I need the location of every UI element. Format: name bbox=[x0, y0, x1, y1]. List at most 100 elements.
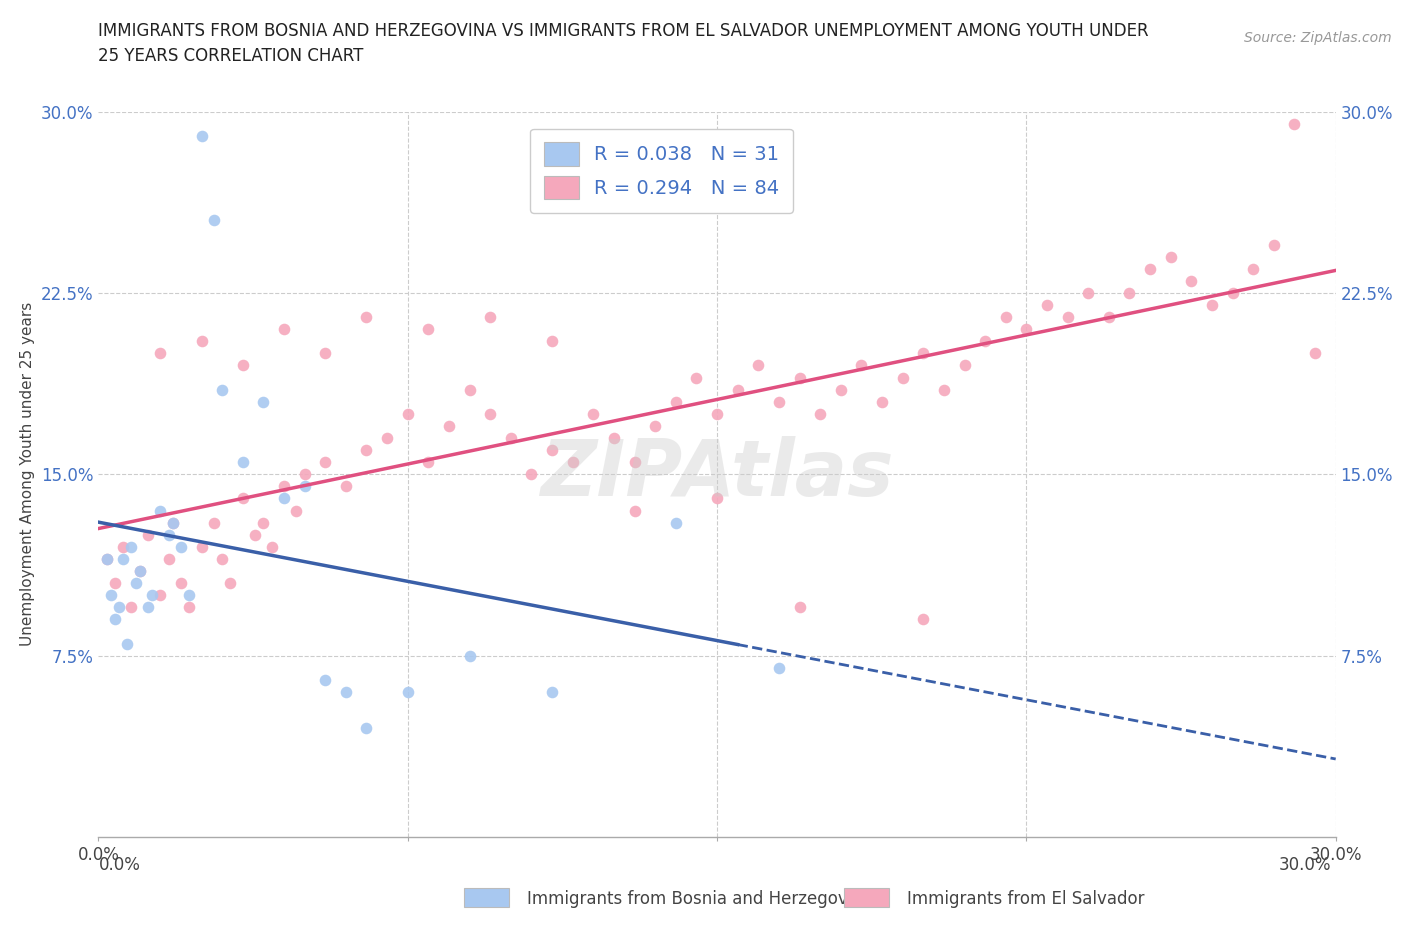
Point bbox=[136, 527, 159, 542]
Point bbox=[479, 406, 502, 421]
Point bbox=[120, 539, 142, 554]
Point bbox=[294, 479, 316, 494]
Point bbox=[232, 491, 254, 506]
Text: ZIPAtlas: ZIPAtlas bbox=[540, 436, 894, 512]
Point bbox=[124, 576, 146, 591]
Point bbox=[157, 527, 180, 542]
Legend: R = 0.038   N = 31, R = 0.294   N = 84: R = 0.038 N = 31, R = 0.294 N = 84 bbox=[530, 128, 793, 213]
Point bbox=[1098, 310, 1121, 325]
Point bbox=[851, 358, 873, 373]
Point bbox=[170, 539, 193, 554]
Point bbox=[112, 539, 135, 554]
Point bbox=[149, 588, 172, 603]
Point bbox=[912, 346, 935, 361]
Point bbox=[219, 576, 242, 591]
Point bbox=[1139, 261, 1161, 276]
Point bbox=[747, 358, 769, 373]
Point bbox=[96, 551, 118, 566]
Point bbox=[665, 394, 688, 409]
Point bbox=[458, 382, 481, 397]
Point bbox=[541, 443, 564, 458]
Point bbox=[243, 527, 266, 542]
Point bbox=[162, 515, 184, 530]
Text: Source: ZipAtlas.com: Source: ZipAtlas.com bbox=[1244, 31, 1392, 45]
Point bbox=[356, 721, 378, 736]
Point bbox=[1015, 322, 1038, 337]
Text: 0.0%: 0.0% bbox=[98, 856, 141, 873]
Point bbox=[418, 322, 440, 337]
Point bbox=[335, 479, 357, 494]
Point bbox=[541, 334, 564, 349]
Point bbox=[232, 358, 254, 373]
Point bbox=[112, 551, 135, 566]
Point bbox=[170, 576, 193, 591]
Point bbox=[190, 539, 212, 554]
Point bbox=[974, 334, 997, 349]
Point bbox=[830, 382, 852, 397]
Point bbox=[1303, 346, 1326, 361]
Point bbox=[190, 128, 212, 143]
Point bbox=[1201, 298, 1223, 312]
Point bbox=[179, 600, 201, 615]
Point bbox=[273, 322, 295, 337]
Point bbox=[202, 515, 225, 530]
Point bbox=[314, 346, 336, 361]
Point bbox=[141, 588, 163, 603]
Point bbox=[375, 431, 398, 445]
Point bbox=[117, 636, 139, 651]
Point bbox=[582, 406, 605, 421]
Point bbox=[499, 431, 522, 445]
Point bbox=[211, 382, 233, 397]
Point bbox=[561, 455, 583, 470]
Point bbox=[768, 660, 790, 675]
Point bbox=[437, 418, 460, 433]
Point bbox=[727, 382, 749, 397]
Point bbox=[623, 455, 645, 470]
Point bbox=[273, 491, 295, 506]
Point bbox=[932, 382, 955, 397]
Point bbox=[603, 431, 626, 445]
Point bbox=[314, 672, 336, 687]
Point bbox=[96, 551, 118, 566]
Point bbox=[706, 491, 728, 506]
Point bbox=[1180, 273, 1202, 288]
Point bbox=[1160, 249, 1182, 264]
Point bbox=[1222, 286, 1244, 300]
Point bbox=[100, 588, 122, 603]
Point bbox=[458, 648, 481, 663]
Point bbox=[479, 310, 502, 325]
Point bbox=[314, 455, 336, 470]
Point bbox=[789, 370, 811, 385]
Point bbox=[1284, 116, 1306, 131]
Point bbox=[294, 467, 316, 482]
Point bbox=[768, 394, 790, 409]
Point bbox=[1263, 237, 1285, 252]
Point bbox=[912, 612, 935, 627]
Point bbox=[891, 370, 914, 385]
Point bbox=[520, 467, 543, 482]
Point bbox=[157, 551, 180, 566]
Point bbox=[356, 443, 378, 458]
Y-axis label: Unemployment Among Youth under 25 years: Unemployment Among Youth under 25 years bbox=[20, 302, 35, 646]
Point bbox=[644, 418, 666, 433]
Point bbox=[335, 684, 357, 699]
Point bbox=[149, 346, 172, 361]
Point bbox=[104, 612, 127, 627]
Point bbox=[1056, 310, 1078, 325]
Point bbox=[685, 370, 707, 385]
Point bbox=[994, 310, 1017, 325]
Point bbox=[136, 600, 159, 615]
Point bbox=[396, 684, 419, 699]
Point bbox=[179, 588, 201, 603]
Point bbox=[623, 503, 645, 518]
Point bbox=[418, 455, 440, 470]
Point bbox=[665, 515, 688, 530]
Point bbox=[396, 406, 419, 421]
Point bbox=[541, 684, 564, 699]
Point bbox=[252, 394, 274, 409]
Point bbox=[104, 576, 127, 591]
Point bbox=[202, 213, 225, 228]
Point bbox=[190, 334, 212, 349]
Point bbox=[120, 600, 142, 615]
Point bbox=[252, 515, 274, 530]
